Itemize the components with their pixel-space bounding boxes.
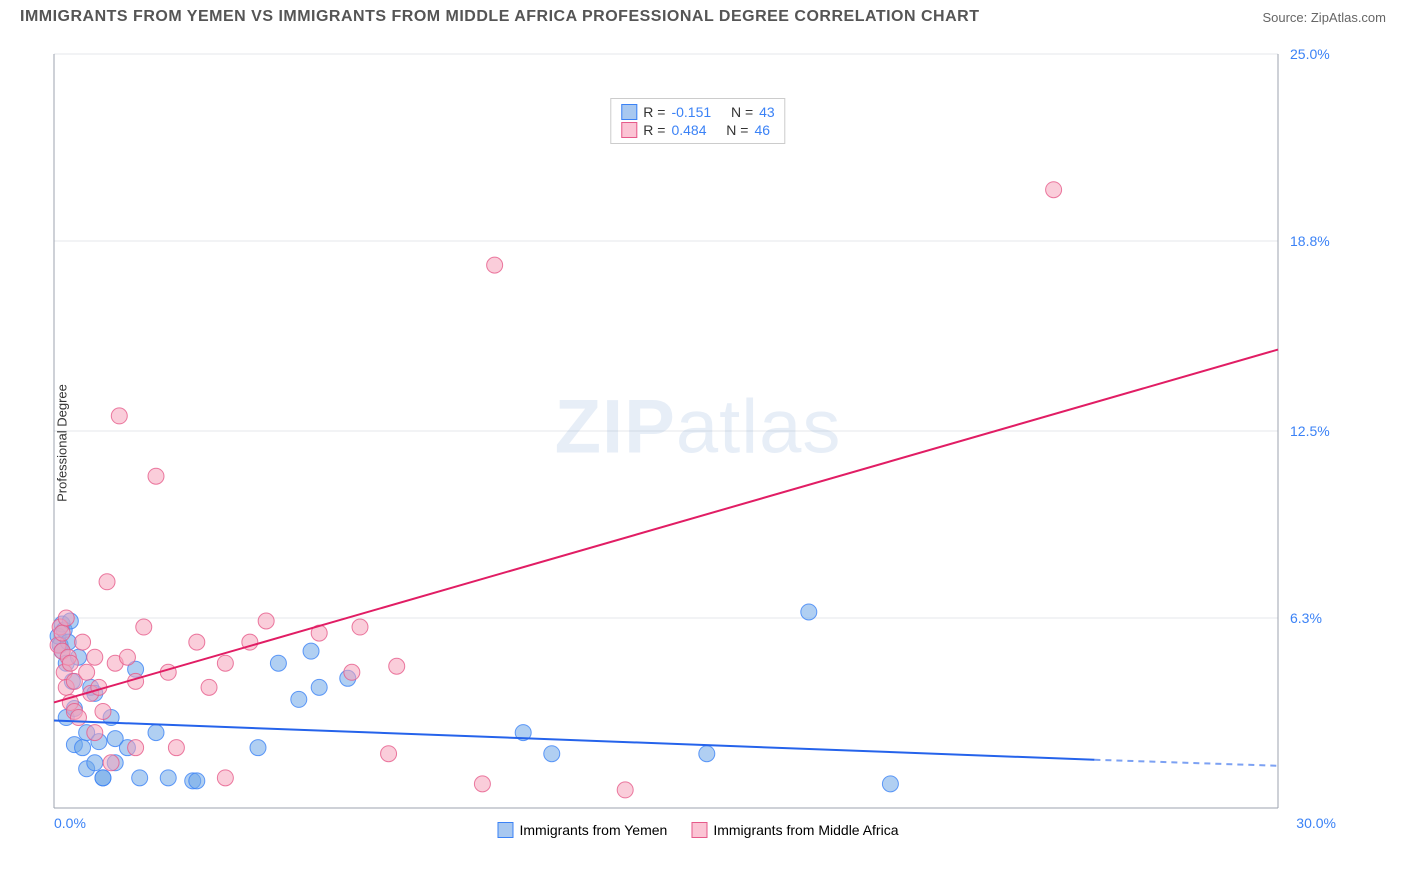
legend-series: Immigrants from Yemen Immigrants from Mi… xyxy=(497,822,898,838)
source-label: Source: xyxy=(1262,10,1310,25)
plot-container: Professional Degree 6.3% 12.5% 18.8% 25.0% 0… xyxy=(48,48,1348,838)
n-value-0: 43 xyxy=(759,104,775,120)
swatch-yemen xyxy=(497,822,513,838)
title-bar: IMMIGRANTS FROM YEMEN VS IMMIGRANTS FROM… xyxy=(0,0,1406,30)
legend-stats: R = -0.151 N = 43 R = 0.484 N = 46 xyxy=(610,98,785,144)
n-value-1: 46 xyxy=(754,122,770,138)
legend-item-middle-africa: Immigrants from Middle Africa xyxy=(691,822,898,838)
chart-title: IMMIGRANTS FROM YEMEN VS IMMIGRANTS FROM… xyxy=(20,8,979,26)
r-value-1: 0.484 xyxy=(671,122,706,138)
svg-text:6.3%: 6.3% xyxy=(1290,610,1322,626)
svg-text:30.0%: 30.0% xyxy=(1296,815,1336,831)
scatter-plot: 6.3% 12.5% 18.8% 25.0% 0.0% 30.0% xyxy=(48,48,1348,838)
legend-label-0: Immigrants from Yemen xyxy=(519,822,667,838)
r-label: R = xyxy=(643,122,665,138)
legend-stats-row-0: R = -0.151 N = 43 xyxy=(621,103,774,121)
svg-text:12.5%: 12.5% xyxy=(1290,423,1330,439)
y-axis-label: Professional Degree xyxy=(55,384,70,502)
n-label: N = xyxy=(726,122,748,138)
legend-label-1: Immigrants from Middle Africa xyxy=(713,822,898,838)
swatch-yemen xyxy=(621,104,637,120)
n-label: N = xyxy=(731,104,753,120)
swatch-middle-africa xyxy=(691,822,707,838)
source-name: ZipAtlas.com xyxy=(1311,10,1386,25)
r-label: R = xyxy=(643,104,665,120)
legend-item-yemen: Immigrants from Yemen xyxy=(497,822,667,838)
legend-stats-row-1: R = 0.484 N = 46 xyxy=(621,121,774,139)
source: Source: ZipAtlas.com xyxy=(1262,10,1386,25)
swatch-middle-africa xyxy=(621,122,637,138)
r-value-0: -0.151 xyxy=(671,104,711,120)
svg-text:18.8%: 18.8% xyxy=(1290,233,1330,249)
svg-text:0.0%: 0.0% xyxy=(54,815,86,831)
svg-text:25.0%: 25.0% xyxy=(1290,48,1330,62)
